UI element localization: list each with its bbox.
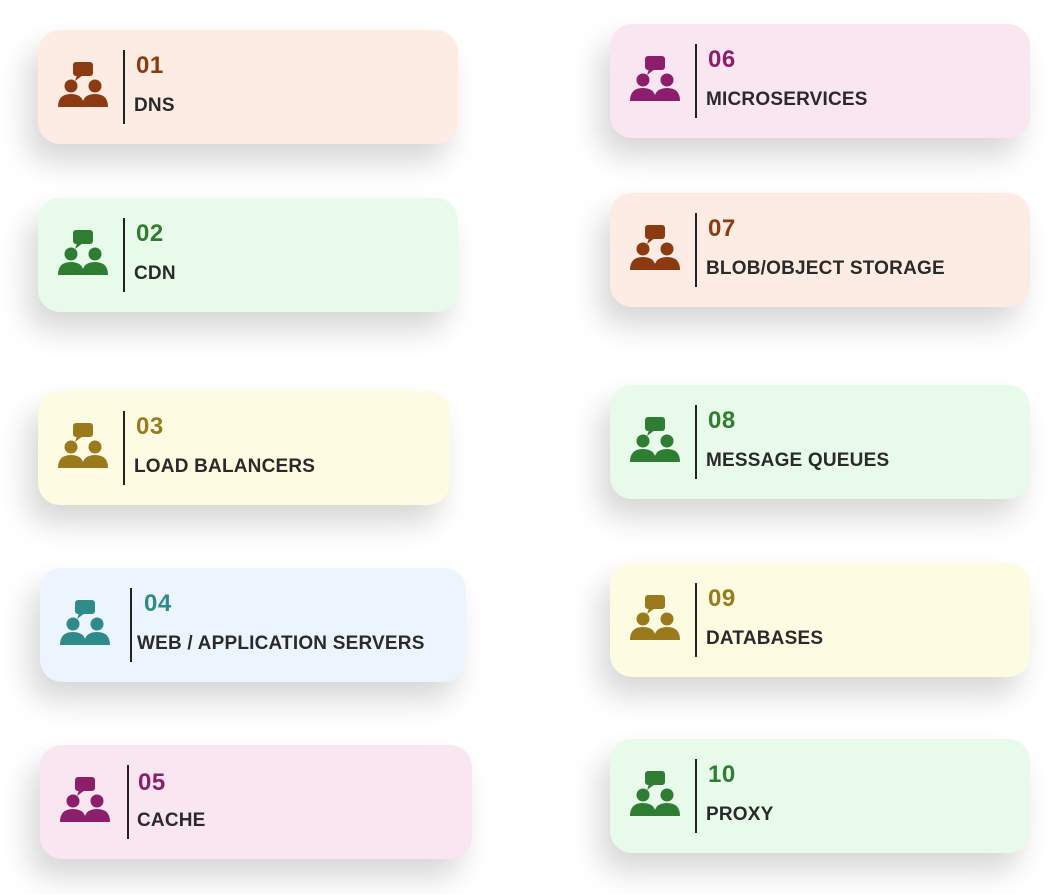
card-cdn: 02 CDN <box>38 198 458 312</box>
card-proxy: 10 PROXY <box>610 739 1030 853</box>
card-number: 10 <box>708 761 736 788</box>
card-label: PROXY <box>706 804 774 825</box>
card-databases: 09 DATABASES <box>610 563 1030 677</box>
card-cache: 05 CACHE <box>40 745 472 859</box>
card-number: 08 <box>708 407 736 434</box>
card-divider <box>695 759 697 833</box>
card-divider <box>130 588 132 662</box>
card-divider <box>123 218 125 292</box>
card-label: DNS <box>134 95 175 116</box>
team-chat-icon <box>54 60 112 110</box>
card-number: 02 <box>136 220 164 247</box>
card-number: 04 <box>144 590 172 617</box>
card-number: 06 <box>708 46 736 73</box>
team-chat-icon <box>54 228 112 278</box>
card-label: MESSAGE QUEUES <box>706 450 890 471</box>
team-chat-icon <box>54 421 112 471</box>
card-number: 03 <box>136 413 164 440</box>
card-label: WEB / APPLICATION SERVERS <box>137 633 425 654</box>
card-divider <box>695 44 697 118</box>
team-chat-icon <box>626 223 684 273</box>
card-blob-object-storage: 07 BLOB/OBJECT STORAGE <box>610 193 1030 307</box>
team-chat-icon <box>626 769 684 819</box>
card-message-queues: 08 MESSAGE QUEUES <box>610 385 1030 499</box>
card-label: LOAD BALANCERS <box>134 456 316 477</box>
card-label: CACHE <box>137 810 206 831</box>
card-label: DATABASES <box>706 628 824 649</box>
card-divider <box>695 405 697 479</box>
card-divider <box>123 50 125 124</box>
card-divider <box>695 583 697 657</box>
team-chat-icon <box>626 54 684 104</box>
card-number: 01 <box>136 52 164 79</box>
card-label: BLOB/OBJECT STORAGE <box>706 258 945 279</box>
team-chat-icon <box>626 415 684 465</box>
card-divider <box>127 765 129 839</box>
card-dns: 01 DNS <box>38 30 458 144</box>
card-number: 05 <box>138 769 166 796</box>
card-web-application-servers: 04 WEB / APPLICATION SERVERS <box>40 568 466 682</box>
team-chat-icon <box>626 593 684 643</box>
team-chat-icon <box>56 775 114 825</box>
card-label: CDN <box>134 263 176 284</box>
card-divider <box>123 411 125 485</box>
card-divider <box>695 213 697 287</box>
card-label: MICROSERVICES <box>706 89 868 110</box>
card-number: 07 <box>708 215 736 242</box>
card-load-balancers: 03 LOAD BALANCERS <box>38 391 450 505</box>
card-number: 09 <box>708 585 736 612</box>
card-microservices: 06 MICROSERVICES <box>610 24 1030 138</box>
team-chat-icon <box>56 598 114 648</box>
